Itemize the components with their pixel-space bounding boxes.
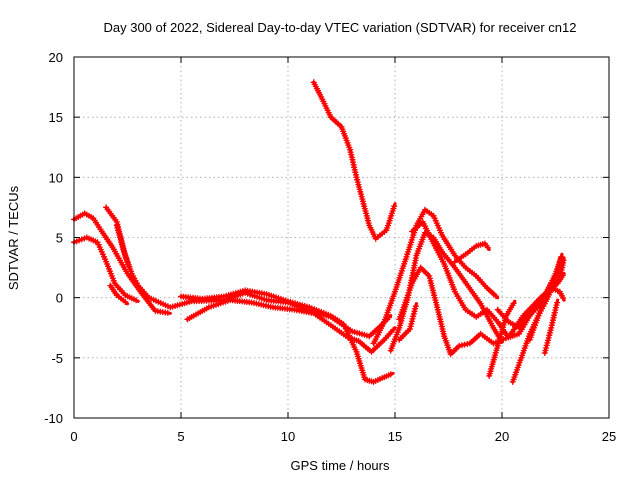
data-point-marker [560, 295, 566, 301]
series-sat-n [451, 240, 491, 265]
data-point-marker [510, 300, 517, 307]
series-sat-b [71, 234, 140, 304]
data-point-marker [164, 309, 171, 316]
data-point-marker [492, 293, 499, 300]
data-point-marker [390, 326, 397, 333]
series-sat-e [113, 222, 132, 271]
x-tick-label: 20 [495, 429, 509, 444]
x-tick-label: 15 [388, 429, 402, 444]
y-tick-labels: -10 -5 0 5 10 15 20 [44, 50, 63, 426]
y-axis-label: SDTVAR / TECUs [6, 185, 21, 290]
x-tick-label: 10 [281, 429, 295, 444]
data-point-marker [391, 203, 398, 210]
grid [74, 57, 609, 418]
series-sat-c [103, 204, 393, 340]
y-tick-label: 10 [49, 170, 63, 185]
series-sat-s [541, 298, 561, 356]
series-sat-o [486, 299, 517, 379]
y-tick-label: 0 [56, 291, 63, 306]
y-tick-label: 20 [49, 50, 63, 65]
y-tick-label: -5 [51, 351, 63, 366]
data-point-marker [412, 303, 419, 310]
x-axis-label: GPS time / hours [291, 458, 390, 473]
x-tick-label: 5 [177, 429, 184, 444]
series-sat-l [396, 302, 419, 343]
series-sat-a [71, 210, 172, 316]
x-tick-label: 0 [70, 429, 77, 444]
data-series [71, 79, 567, 385]
series-sat-h [310, 79, 398, 242]
data-point-marker [125, 263, 132, 270]
data-point-marker [133, 297, 140, 304]
y-tick-label: -10 [44, 411, 63, 426]
data-point-marker [387, 371, 394, 378]
series-trace [104, 205, 393, 338]
x-tick-labels: 0 5 10 15 20 25 [70, 429, 616, 444]
series-sat-d [107, 282, 130, 306]
y-tick-label: 15 [49, 110, 63, 125]
x-tick-label: 25 [602, 429, 616, 444]
data-point-marker [122, 299, 129, 305]
series-sat-i [370, 206, 500, 347]
data-point-marker [554, 299, 561, 306]
series-sat-g [184, 297, 397, 355]
y-tick-label: 5 [56, 231, 63, 246]
data-point-marker [559, 272, 566, 279]
axis-ticks [73, 56, 610, 419]
data-point-marker [558, 253, 565, 260]
series-sat-r [526, 252, 565, 343]
chart-title: Day 300 of 2022, Sidereal Day-to-day VTE… [103, 20, 576, 35]
data-point-marker [484, 244, 491, 251]
